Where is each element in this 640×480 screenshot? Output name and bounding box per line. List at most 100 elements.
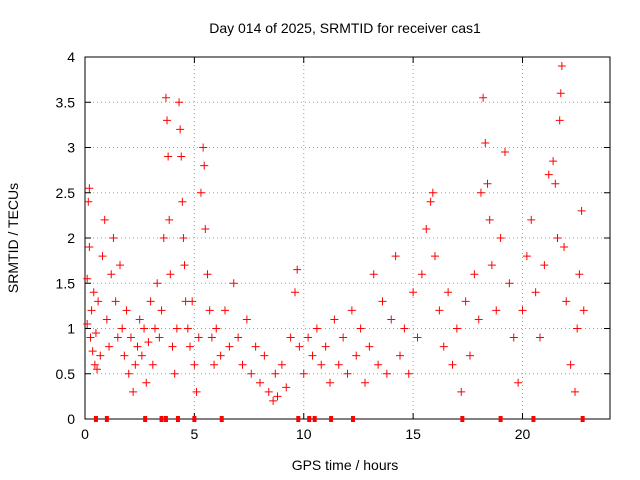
zero-marker: [312, 416, 317, 422]
zero-marker: [219, 416, 224, 422]
data-point: [234, 333, 243, 342]
data-point: [457, 387, 466, 396]
data-point: [88, 347, 97, 356]
data-point: [129, 387, 138, 396]
data-point: [124, 369, 133, 378]
data-point: [422, 224, 431, 233]
y-tick-label: 3: [67, 140, 75, 156]
y-tick-label: 4: [67, 49, 75, 65]
data-point: [365, 342, 374, 351]
data-point: [164, 152, 173, 161]
data-point: [343, 369, 352, 378]
data-point: [94, 297, 103, 306]
data-point: [579, 306, 588, 315]
data-point: [165, 215, 174, 224]
data-point: [575, 270, 584, 279]
data-point: [347, 306, 356, 315]
data-point: [260, 351, 269, 360]
y-tick-label: 0: [67, 411, 75, 427]
data-point: [122, 306, 131, 315]
zero-marker: [93, 416, 98, 422]
data-point: [571, 387, 579, 396]
data-point: [522, 252, 531, 261]
x-tick-label: 20: [515, 426, 531, 442]
data-point: [194, 333, 203, 342]
data-point: [89, 288, 98, 297]
data-point: [531, 288, 540, 297]
data-point: [201, 224, 210, 233]
data-point: [203, 270, 212, 279]
zero-marker: [192, 416, 197, 422]
data-point: [496, 234, 505, 242]
data-point: [216, 351, 225, 360]
y-tick-label: 1.5: [56, 275, 76, 291]
zero-marker: [296, 416, 301, 422]
data-point: [175, 98, 184, 107]
data-point: [299, 369, 308, 378]
zero-marker: [143, 416, 148, 422]
data-point: [93, 365, 102, 374]
data-point: [91, 329, 100, 338]
data-point: [179, 234, 188, 242]
data-point: [210, 360, 219, 369]
data-point: [391, 252, 400, 261]
data-point: [133, 342, 142, 351]
data-point: [146, 297, 155, 306]
zero-marker: [580, 416, 585, 422]
data-point: [107, 270, 116, 279]
data-point: [487, 261, 496, 270]
data-point: [461, 297, 470, 306]
grid-lines: [85, 57, 610, 419]
data-point: [126, 333, 135, 342]
data-point: [556, 89, 565, 98]
data-point: [212, 324, 221, 333]
data-point: [396, 351, 404, 360]
data-point: [282, 383, 291, 392]
data-point: [312, 324, 321, 333]
data-point: [378, 297, 387, 306]
zero-marker: [307, 416, 312, 422]
data-point: [140, 324, 149, 333]
data-point: [177, 152, 186, 161]
data-point: [196, 188, 205, 197]
data-point: [273, 392, 282, 401]
data-point: [474, 315, 483, 324]
data-point: [269, 396, 278, 405]
data-point: [509, 333, 518, 342]
data-point: [374, 360, 383, 369]
zero-marker: [460, 416, 465, 422]
data-point: [271, 369, 280, 378]
data-point: [321, 342, 330, 351]
zero-marker: [531, 416, 536, 422]
data-point: [361, 378, 369, 387]
data-point: [96, 351, 105, 360]
data-point: [466, 351, 474, 360]
data-point: [308, 351, 317, 360]
zero-marker: [175, 416, 180, 422]
x-tick-label: 10: [296, 426, 312, 442]
data-point: [566, 360, 575, 369]
data-point: [229, 279, 238, 288]
data-point: [549, 157, 558, 166]
data-point: [426, 197, 435, 206]
data-point: [356, 324, 365, 333]
data-point: [183, 324, 192, 333]
data-point: [135, 315, 144, 324]
data-point: [83, 319, 92, 328]
data-point: [387, 315, 396, 324]
data-point: [476, 188, 485, 197]
x-tick-label: 0: [81, 426, 89, 442]
data-point: [428, 188, 437, 197]
data-point: [339, 333, 348, 342]
data-point: [553, 234, 562, 242]
data-point: [157, 306, 166, 315]
y-tick-label: 2: [67, 230, 75, 246]
data-point: [413, 333, 422, 342]
data-point: [186, 342, 194, 351]
data-point: [155, 333, 164, 342]
data-point: [483, 179, 492, 188]
data-point: [163, 116, 172, 125]
data-point: [86, 333, 95, 342]
data-point: [557, 62, 566, 71]
data-point: [369, 270, 378, 279]
